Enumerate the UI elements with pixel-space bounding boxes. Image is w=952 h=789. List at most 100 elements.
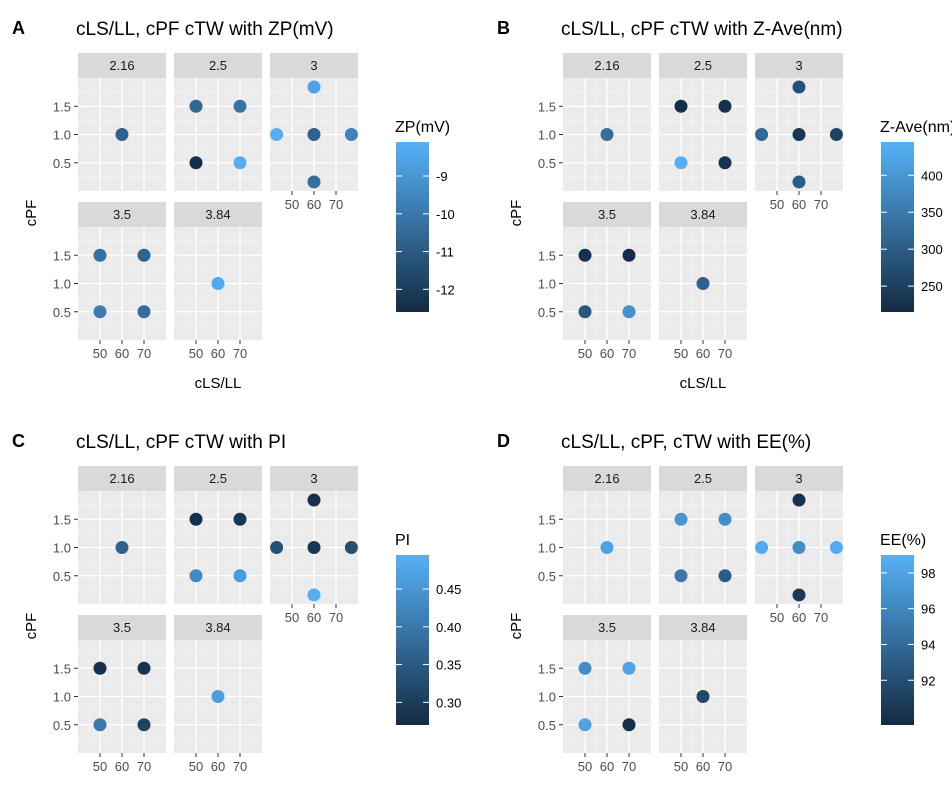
y-tick-label: 0.5 xyxy=(53,305,71,320)
panel-letter: C xyxy=(12,431,25,451)
x-axis-title: cLS/LL xyxy=(680,375,727,392)
facet-strip xyxy=(78,53,166,78)
x-tick-label: 60 xyxy=(307,197,321,212)
panel-title: cLS/LL, cPF, cTW with EE(%) xyxy=(561,432,811,453)
panel-title: cLS/LL, cPF cTW with PI xyxy=(76,432,286,453)
x-tick-label: 50 xyxy=(93,346,107,361)
data-point xyxy=(93,305,107,319)
facet-points xyxy=(93,248,151,319)
facet-strip xyxy=(659,202,747,227)
data-point xyxy=(93,661,107,675)
y-tick-label: 1.0 xyxy=(53,128,71,143)
x-axis-title: cLS/LL xyxy=(195,375,242,392)
x-tick-label: 70 xyxy=(718,759,732,774)
x-tick-label: 70 xyxy=(137,759,151,774)
legend-tick-label: 0.40 xyxy=(436,620,461,635)
facet-points xyxy=(755,493,843,602)
legend: EE(%) 98 96 94 92 xyxy=(880,532,935,725)
y-tick-label: 0.5 xyxy=(53,156,71,171)
x-tick-label: 70 xyxy=(233,346,247,361)
facet-points xyxy=(674,99,732,170)
x-tick-label: 60 xyxy=(307,610,321,625)
facet-3.5: 3.5 0.5 1.0 1.5 50 60 70 xyxy=(538,615,651,774)
facet-strip xyxy=(563,615,651,640)
data-point xyxy=(270,541,284,554)
y-axis-title: cPF xyxy=(23,200,40,227)
data-point xyxy=(792,175,806,189)
facet-points xyxy=(115,128,129,141)
data-point xyxy=(792,80,806,94)
data-point xyxy=(755,128,769,141)
data-point xyxy=(578,248,592,262)
facet-points xyxy=(578,248,636,319)
data-point xyxy=(137,305,151,319)
data-point xyxy=(307,128,321,141)
facet-strip-label: 3.84 xyxy=(205,620,230,635)
facet-3: 3 50 60 70 xyxy=(270,466,358,625)
x-tick-label: 50 xyxy=(93,759,107,774)
y-tick-label: 1.0 xyxy=(53,541,71,556)
y-tick-label: 1.5 xyxy=(53,661,71,676)
data-point xyxy=(622,661,636,675)
x-tick-label: 60 xyxy=(696,759,710,774)
data-point xyxy=(189,569,203,583)
x-tick-label: 50 xyxy=(674,759,688,774)
facet-strip xyxy=(563,202,651,227)
data-point xyxy=(344,128,358,141)
legend-tick-label: 350 xyxy=(921,205,943,220)
legend-colorbar xyxy=(396,142,429,312)
facet-3.5: 3.5 0.5 1.0 1.5 50 60 70 xyxy=(53,615,166,774)
x-tick-label: 60 xyxy=(600,759,614,774)
data-point xyxy=(696,277,710,290)
panel-letter: B xyxy=(497,18,510,38)
facet-strip-label: 3 xyxy=(795,471,802,486)
facet-strip-label: 2.16 xyxy=(594,58,619,73)
legend-tick-label: 0.35 xyxy=(436,658,461,673)
data-point xyxy=(233,512,247,526)
data-point xyxy=(189,99,203,113)
x-tick-label: 60 xyxy=(115,346,129,361)
data-point xyxy=(233,99,247,113)
legend-title: ZP(mV) xyxy=(395,119,450,136)
data-point xyxy=(718,156,732,170)
facet-2.16: 2.16 0.5 1.0 1.5 xyxy=(538,53,651,191)
x-tick-label: 50 xyxy=(189,759,203,774)
data-point xyxy=(137,248,151,262)
data-point xyxy=(718,569,732,583)
facet-strip xyxy=(659,466,747,491)
data-point xyxy=(307,541,321,554)
y-tick-label: 1.5 xyxy=(538,248,556,263)
facet-points xyxy=(578,661,636,732)
data-point xyxy=(344,541,358,554)
facet-points xyxy=(189,512,247,583)
data-point xyxy=(93,718,107,732)
y-tick-label: 1.0 xyxy=(538,541,556,556)
legend-tick-label: 300 xyxy=(921,242,943,257)
data-point xyxy=(718,99,732,113)
facet-strip xyxy=(174,466,262,491)
legend: Z-Ave(nm) 400 350 300 250 xyxy=(880,119,952,312)
y-axis-title: cPF xyxy=(23,613,40,640)
facet-points xyxy=(211,277,225,290)
facet-strip-label: 2.16 xyxy=(109,471,134,486)
x-tick-label: 50 xyxy=(285,610,299,625)
x-tick-label: 50 xyxy=(189,346,203,361)
data-point xyxy=(622,718,636,732)
data-point xyxy=(189,156,203,170)
facet-strip xyxy=(659,53,747,78)
x-tick-label: 70 xyxy=(814,197,828,212)
facet-points xyxy=(696,277,710,290)
facet-strip-label: 3.84 xyxy=(205,207,230,222)
facet-strip xyxy=(270,466,358,491)
data-point xyxy=(137,661,151,675)
x-tick-label: 60 xyxy=(211,346,225,361)
facet-2.5: 2.5 xyxy=(174,466,262,604)
legend-title: EE(%) xyxy=(880,532,926,549)
facet-strip xyxy=(78,615,166,640)
data-point xyxy=(270,128,284,141)
data-point xyxy=(674,512,688,526)
legend-tick-label: 98 xyxy=(921,566,935,581)
facet-3.84: 3.84 50 60 70 xyxy=(174,202,262,361)
x-tick-label: 60 xyxy=(600,346,614,361)
